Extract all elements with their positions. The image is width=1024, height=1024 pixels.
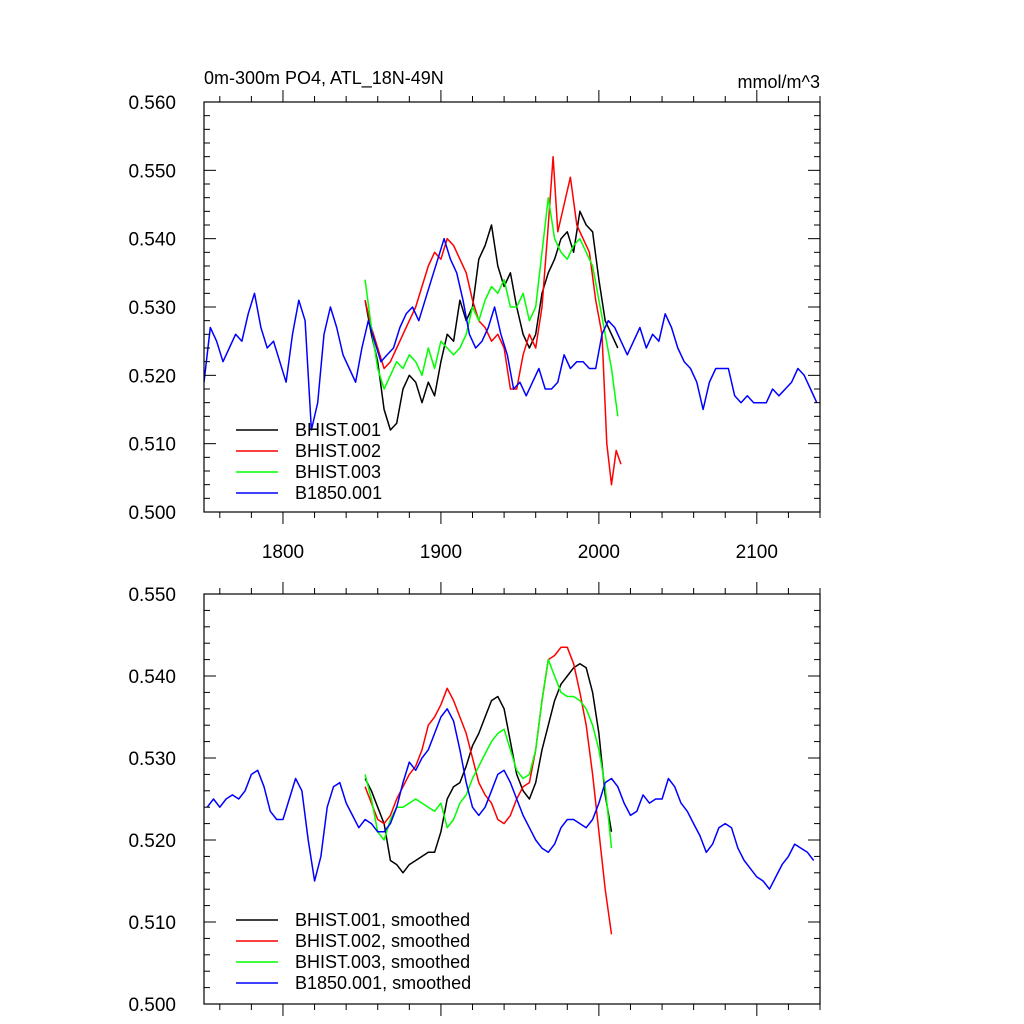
chart-title: 0m-300m PO4, ATL_18N-49N bbox=[204, 68, 444, 89]
x-tick-label: 1800 bbox=[262, 542, 304, 563]
plot-frame bbox=[203, 593, 821, 1005]
legend-label-3: B1850.001 bbox=[295, 483, 382, 503]
y-tick-label: 0.560 bbox=[128, 93, 176, 114]
y-tick-label: 0.550 bbox=[128, 585, 176, 606]
x-tick-label: 1900 bbox=[420, 542, 462, 563]
y-tick-label: 0.520 bbox=[128, 831, 176, 852]
x-tick-label: 2000 bbox=[578, 542, 620, 563]
y-tick-label: 0.530 bbox=[128, 298, 176, 319]
y-tick-label: 0.510 bbox=[128, 913, 176, 934]
units-label: mmol/m^3 bbox=[738, 72, 820, 92]
legend-label-0: BHIST.001 bbox=[295, 420, 381, 440]
y-tick-label: 0.530 bbox=[128, 749, 176, 770]
series-line-2 bbox=[364, 196, 619, 417]
series-line-3 bbox=[206, 708, 815, 890]
legend-label-0: BHIST.001, smoothed bbox=[295, 910, 470, 930]
y-tick-label: 0.500 bbox=[128, 503, 176, 524]
bottom-panel: 0.500 0.510 0.520 0.530 0.540 0.550 BHIST.001,… bbox=[128, 582, 821, 1016]
legend-label-1: BHIST.002, smoothed bbox=[295, 931, 470, 951]
x-tick-label: 2100 bbox=[736, 542, 778, 563]
series-line-3 bbox=[204, 237, 818, 431]
legend-label-1: BHIST.002 bbox=[295, 441, 381, 461]
y-tick-label: 0.510 bbox=[128, 435, 176, 456]
series-lines bbox=[206, 646, 815, 935]
series-lines bbox=[204, 155, 818, 486]
y-tick-label: 0.500 bbox=[128, 995, 176, 1016]
series-line-1 bbox=[364, 155, 622, 486]
y-tick-label: 0.520 bbox=[128, 366, 176, 387]
series-line-2 bbox=[364, 658, 613, 849]
top-panel: 0m-300m PO4, ATL_18N-49N mmol/m^3 1800 1900… bbox=[128, 68, 821, 563]
series-line-0 bbox=[364, 210, 619, 431]
legend-label-2: BHIST.003, smoothed bbox=[295, 952, 470, 972]
series-line-1 bbox=[364, 646, 613, 935]
legend-label-2: BHIST.003 bbox=[295, 462, 381, 482]
y-tick-label: 0.540 bbox=[128, 230, 176, 251]
y-tick-label: 0.540 bbox=[128, 667, 176, 688]
series-line-0 bbox=[364, 662, 613, 874]
legend-label-3: B1850.001, smoothed bbox=[295, 973, 471, 993]
y-tick-label: 0.550 bbox=[128, 161, 176, 182]
